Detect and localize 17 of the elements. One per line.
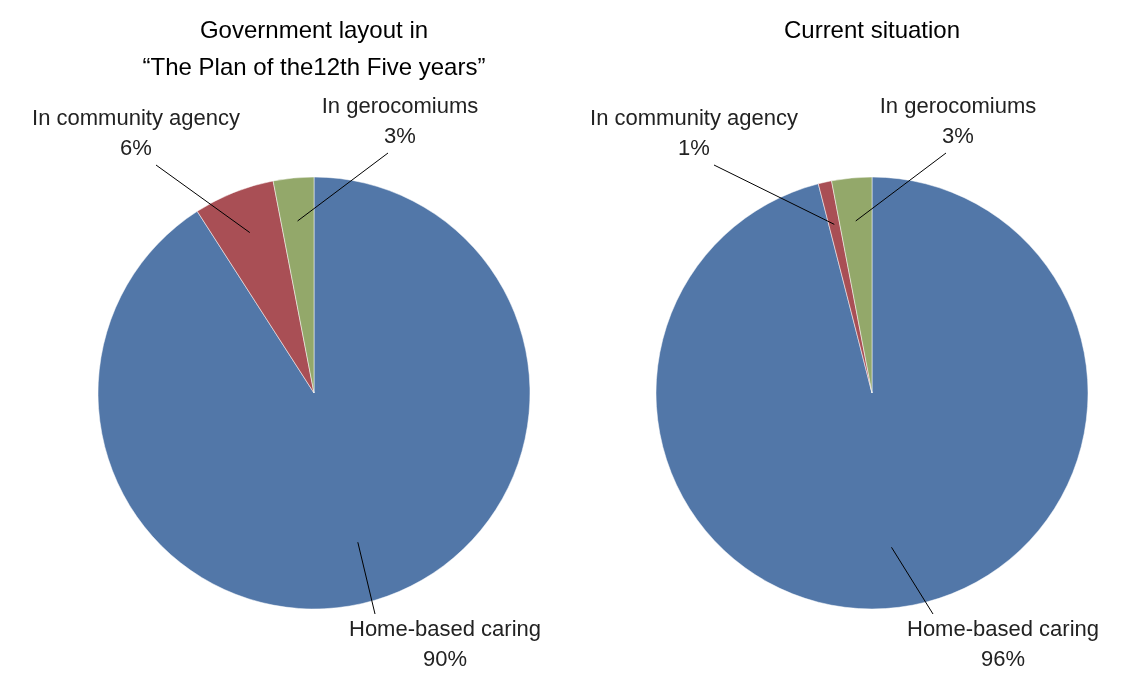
- slice-label: Home-based caring: [907, 616, 1099, 641]
- pie-slice: [97, 176, 531, 610]
- pie-slice: [196, 180, 315, 394]
- chart-title: Government layout in “The Plan of the12th Five years”: [142, 16, 486, 80]
- data-label: 96%: [980, 646, 1026, 671]
- chart-title: Current situation: [783, 16, 961, 43]
- slice-label: In community agency: [590, 105, 798, 130]
- data-label: 1%: [678, 135, 710, 160]
- data-label: 3%: [384, 123, 416, 148]
- data-label: 6%: [120, 135, 152, 160]
- data-label: 3%: [942, 123, 974, 148]
- slice-label: In gerocomiums: [321, 93, 479, 118]
- slice-label: Home-based caring: [349, 616, 541, 641]
- slice-label: In community agency: [32, 105, 240, 130]
- pie-slice: [655, 176, 1089, 609]
- data-label: 90%: [422, 646, 468, 671]
- slice-label: In gerocomiums: [879, 93, 1037, 118]
